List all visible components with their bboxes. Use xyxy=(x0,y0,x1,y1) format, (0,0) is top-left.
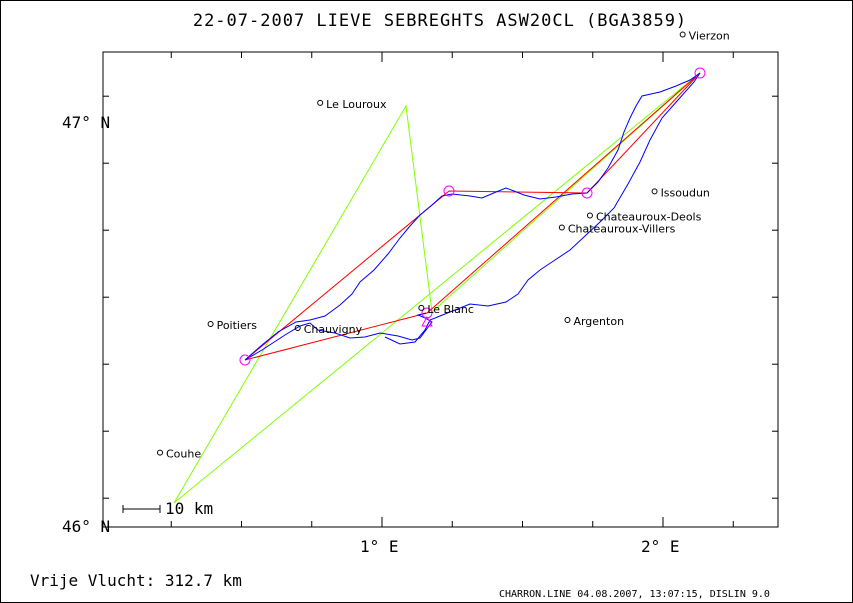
town-marker xyxy=(679,31,686,38)
town-label: Argenton xyxy=(573,315,624,328)
turnpoint-circle xyxy=(443,185,455,197)
town-label: Le Louroux xyxy=(326,98,387,111)
optimised-route-line xyxy=(173,72,701,504)
task-route-line xyxy=(244,72,701,361)
task-lines xyxy=(244,72,701,361)
town-marker xyxy=(294,325,301,332)
map-title: 22-07-2007 LIEVE SEBREGHTS ASW20CL (BGA3… xyxy=(193,11,687,31)
plot-border xyxy=(102,51,779,528)
y-label-47n: 47° N xyxy=(62,113,110,132)
town-marker xyxy=(317,99,324,106)
gps-track-path xyxy=(244,72,701,361)
town-label: Poitiers xyxy=(217,319,258,332)
distance-label: Vrije Vlucht: 312.7 km xyxy=(30,571,242,590)
y-label-46n: 46° N xyxy=(62,517,110,536)
start-triangle xyxy=(421,315,433,327)
scale-bar: 10 km xyxy=(122,499,213,518)
town-label: Chateauroux-Deols xyxy=(596,210,702,223)
x-label-2e: 2° E xyxy=(641,537,680,556)
town-marker xyxy=(586,212,593,219)
town-markers: Le Louroux Vierzon Issoudun Chateauroux-Deo… xyxy=(157,30,730,461)
town-marker xyxy=(564,316,571,323)
scale-bar-label: 10 km xyxy=(165,499,213,518)
town-label: Chateauroux-Villers xyxy=(568,223,676,236)
town-label: Issoudun xyxy=(661,186,710,199)
town-label: Couhe xyxy=(166,448,201,461)
turnpoint-circle xyxy=(694,67,706,79)
town-marker xyxy=(207,321,214,327)
town-marker xyxy=(558,224,565,231)
town-label: Vierzon xyxy=(689,30,730,43)
town-label: Chauvigny xyxy=(304,323,363,336)
turnpoint-circle xyxy=(239,354,251,366)
town-label: Le Blanc xyxy=(427,303,474,316)
flight-track xyxy=(244,72,701,361)
town-marker xyxy=(418,304,425,311)
credit-label: CHARRON.LINE 04.08.2007, 13:07:15, DISLI… xyxy=(499,589,770,600)
x-label-1e: 1° E xyxy=(360,537,399,556)
optimised-lines xyxy=(173,72,701,504)
turnpoint-circle xyxy=(581,187,593,199)
axis-ticks xyxy=(103,52,778,527)
turnpoints xyxy=(239,67,706,366)
town-marker xyxy=(157,449,164,456)
town-marker xyxy=(651,188,658,195)
